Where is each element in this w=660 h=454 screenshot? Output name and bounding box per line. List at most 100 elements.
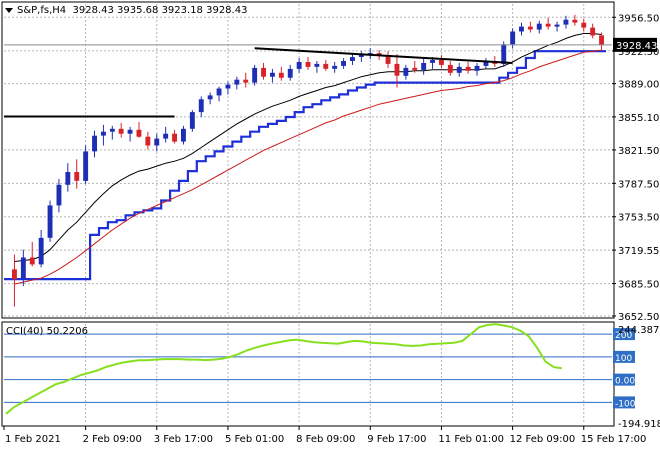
candle-body <box>225 84 231 89</box>
cci-level-lines <box>4 333 612 403</box>
current-price-label: 3928.43 <box>616 41 657 52</box>
candle-body <box>465 66 471 71</box>
candle-body <box>181 128 186 142</box>
indicator-lines <box>4 33 606 285</box>
candle-body <box>136 129 142 137</box>
candle-body <box>278 72 284 78</box>
candle-body <box>145 136 151 146</box>
candle-body <box>296 62 302 69</box>
candle-body <box>12 269 17 280</box>
candle-body <box>341 61 346 66</box>
cci-level-label: 100 <box>615 354 632 364</box>
price-tick-label: 3753.50 <box>618 213 659 224</box>
candle-body <box>332 65 338 69</box>
time-tick-label: 2 Feb 09:00 <box>83 434 142 445</box>
candle-body <box>323 63 329 69</box>
main-panel-frame <box>1 1 615 319</box>
cci-level-badge <box>613 396 635 409</box>
price-tick-label: 3922.30 <box>618 47 659 58</box>
time-tick-label: 8 Feb 09:00 <box>296 434 355 445</box>
price-tick-label: 3685.50 <box>618 280 659 291</box>
cci-panel-frame <box>1 321 615 427</box>
time-tick-label: 11 Feb 01:00 <box>438 434 504 445</box>
candle-body <box>519 26 524 32</box>
cci-level-badge <box>613 328 635 341</box>
current-price-badge <box>613 37 657 52</box>
price-tick-label: 3787.50 <box>618 179 659 190</box>
time-tick-label: 5 Feb 01:00 <box>225 434 284 445</box>
candle-body <box>456 66 462 73</box>
candle-body <box>483 61 489 66</box>
candle-body <box>474 65 480 71</box>
candle-body <box>101 131 106 136</box>
candle-body <box>92 135 97 152</box>
axes: 3956.50 3922.30 3889.00 3855.10 3821.50 3787.… <box>3 13 659 445</box>
candle-body <box>74 172 80 181</box>
candle-body <box>385 55 391 64</box>
candle-body <box>189 112 195 129</box>
candle-body <box>47 205 53 238</box>
candle-body <box>234 79 240 85</box>
candle-body <box>527 26 533 30</box>
time-tick-label: 3 Feb 17:00 <box>154 434 213 445</box>
price-tick-label: 3821.50 <box>618 146 659 157</box>
candle-body <box>154 138 160 146</box>
candle-body <box>198 99 204 113</box>
ema-slow-line <box>14 49 602 285</box>
candle-body <box>56 184 62 206</box>
candle-body <box>243 79 249 83</box>
candle-body <box>261 67 266 77</box>
time-tick-label: 12 Feb 09:00 <box>510 434 576 445</box>
candle-body <box>403 67 409 76</box>
cci-level-badge <box>613 373 635 386</box>
candle-body <box>572 19 578 23</box>
candle-body <box>581 22 587 28</box>
candle-body <box>207 95 213 100</box>
candle-body <box>314 63 320 67</box>
candle-body <box>394 63 400 76</box>
price-tick-label: 3889.00 <box>618 80 659 91</box>
candle-body <box>350 57 355 61</box>
candle-body <box>270 72 275 77</box>
candle-body <box>412 67 418 70</box>
candle-body <box>430 60 435 63</box>
time-tick-label: 1 Feb 2021 <box>5 434 61 445</box>
candle-body <box>163 133 169 139</box>
candle-body <box>38 237 44 265</box>
cci-min-label: -194.918 <box>618 419 660 430</box>
candle-body <box>439 60 444 65</box>
candle-body <box>563 19 569 25</box>
candle-body <box>172 133 177 142</box>
candle-body <box>376 53 382 56</box>
drawn-objects[interactable] <box>4 47 513 118</box>
candle-body <box>554 24 560 27</box>
price-tick-label: 3956.50 <box>618 13 659 24</box>
candle-body <box>421 63 427 70</box>
candle-body <box>65 172 71 185</box>
candles <box>12 14 604 307</box>
trailing-stop-line <box>4 50 606 281</box>
candle-body <box>590 27 596 36</box>
candle-body <box>599 35 604 46</box>
price-tick-label: 3719.55 <box>618 246 659 257</box>
triangle-down-icon[interactable] <box>5 8 13 13</box>
candle-body <box>447 64 453 73</box>
candle-body <box>118 128 124 134</box>
candle-body <box>287 68 293 78</box>
candle-body <box>501 44 507 64</box>
candle-body <box>510 31 516 45</box>
trendline[interactable] <box>254 47 513 64</box>
symbol-header: S&P,fs,H4 3928.43 3935.68 3923.18 3928.4… <box>17 5 247 16</box>
candle-body <box>29 257 35 265</box>
candle-body <box>20 257 26 280</box>
cci-series-line <box>5 323 563 415</box>
cci-level-badge <box>613 350 635 363</box>
cci-line <box>5 323 563 415</box>
cci-label: CCI(40) 50.2206 <box>6 326 88 337</box>
time-tick-label: 9 Feb 17:00 <box>367 434 426 445</box>
cci-level-label: 200 <box>615 331 632 341</box>
price-tick-label: 3652.50 <box>618 312 659 323</box>
candle-body <box>545 23 551 27</box>
